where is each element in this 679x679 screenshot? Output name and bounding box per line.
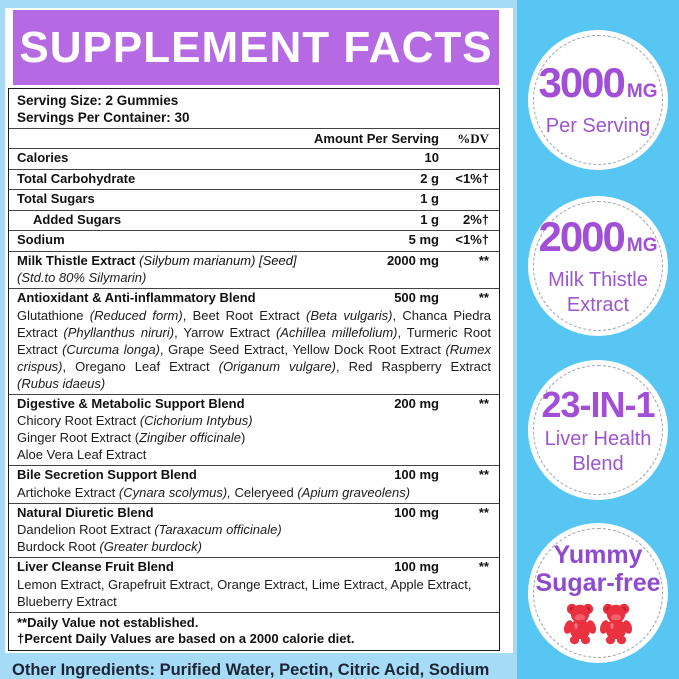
badge-content: 2000 MG Milk Thistle Extract (528, 196, 668, 336)
other-ingredients: Other Ingredients: Purified Water, Pecti… (12, 660, 490, 679)
badge-23-in-1: 23-IN-1 Liver Health Blend (528, 360, 668, 500)
ingredient-line: Lemon Extract, Grapefruit Extract, Orang… (17, 576, 472, 609)
badge-subtitle: Blend (572, 453, 624, 475)
table-row: Bile Secretion Support Blend 100 mg ** Arti… (9, 465, 499, 503)
badge-subtitle: Milk Thistle (548, 268, 648, 291)
table-row: Added Sugars 1 g 2%† (9, 209, 499, 231)
column-headers: Amount Per Serving %DV (9, 128, 499, 148)
facts-table: Serving Size: 2 Gummies Servings Per Con… (8, 88, 500, 651)
badge-value: 2000 MG (538, 212, 658, 260)
footnote-daily-value: **Daily Value not established. (17, 614, 199, 630)
badge-content: Yummy Sugar-free (528, 523, 668, 663)
ingredient-line: Artichoke Extract (Cynara scolymus), Cel… (17, 484, 411, 500)
facts-rows: Calories 10 Total Carbohydrate 2 g <1%† Total… (9, 148, 499, 612)
table-row: Total Carbohydrate 2 g <1%† (9, 168, 499, 190)
dashed-ring (533, 528, 663, 658)
table-row: Antioxidant & Anti-inflammatory Blend 500… (9, 288, 499, 394)
ingredient-line: Chicory Root Extract (Cichorium Intybus) (17, 413, 253, 428)
table-row: Sodium 5 mg <1%† (9, 230, 499, 251)
ingredient-line: Aloe Vera Leaf Extract (17, 447, 147, 462)
badge-subtitle: Liver Health (544, 428, 652, 450)
footnotes: **Daily Value not established. †Percent … (9, 611, 499, 650)
servings-per-container: Servings Per Container: 30 (17, 110, 190, 125)
panel-title: SUPPLEMENT FACTS (19, 22, 493, 72)
badge-word: Yummy (553, 541, 643, 569)
badge-value: 3000 MG (538, 59, 658, 106)
dashed-ring (533, 35, 663, 165)
table-row: Digestive & Metabolic Support Blend 200 m… (9, 393, 499, 466)
ingredient-line: Ginger Root Extract (Zingiber officinale… (17, 430, 246, 445)
badge-content: 23-IN-1 Liver Health Blend (528, 360, 668, 500)
dashed-ring (533, 365, 663, 495)
badge-word: Sugar-free (535, 569, 661, 597)
badge-value: 23-IN-1 (541, 384, 655, 425)
badge-unit: MG (626, 81, 658, 102)
ingredient-line: (Std.to 80% Silymarin) (17, 270, 147, 285)
serving-info: Serving Size: 2 Gummies Servings Per Con… (9, 89, 499, 128)
badge-milk-thistle: 2000 MG Milk Thistle Extract (528, 196, 668, 336)
badge-per-serving: 3000 MG Per Serving (528, 30, 668, 170)
badge-subtitle: Extract (566, 293, 630, 316)
panel-header: SUPPLEMENT FACTS (13, 10, 499, 85)
dv-column-header: %DV (457, 131, 489, 146)
badge-subtitle: Per Serving (545, 115, 651, 137)
table-row: Natural Diuretic Blend 100 mg ** Dandelion … (9, 502, 499, 558)
ingredient-line: Dandelion Root Extract (Taraxacum offici… (17, 522, 282, 537)
table-row: Liver Cleanse Fruit Blend 100 mg ** Lemon E… (9, 557, 499, 612)
gummy-bears-icon (563, 603, 633, 645)
label-column: SUPPLEMENT FACTS Serving Size: 2 Gummies… (5, 8, 513, 679)
badge-content: 3000 MG Per Serving (528, 30, 668, 170)
ingredient-line: Glutathione (Reduced form), Beet Root Ex… (17, 307, 492, 391)
ingredient-line: Burdock Root (Greater burdock) (17, 539, 202, 554)
dashed-ring (533, 201, 663, 331)
serving-size: Serving Size: 2 Gummies (17, 93, 179, 108)
amount-column-header: Amount Per Serving (314, 131, 439, 146)
badge-unit: MG (626, 234, 658, 256)
badge-sugar-free: Yummy Sugar-free (528, 523, 668, 663)
table-row: Calories 10 (9, 148, 499, 169)
supplement-facts-panel: SUPPLEMENT FACTS Serving Size: 2 Gummies… (5, 8, 513, 653)
table-row: Total Sugars 1 g (9, 189, 499, 210)
table-row: Milk Thistle Extract (Silybum marianum) … (9, 250, 499, 289)
footnote-percent-dv: †Percent Daily Values are based on a 200… (17, 630, 355, 646)
